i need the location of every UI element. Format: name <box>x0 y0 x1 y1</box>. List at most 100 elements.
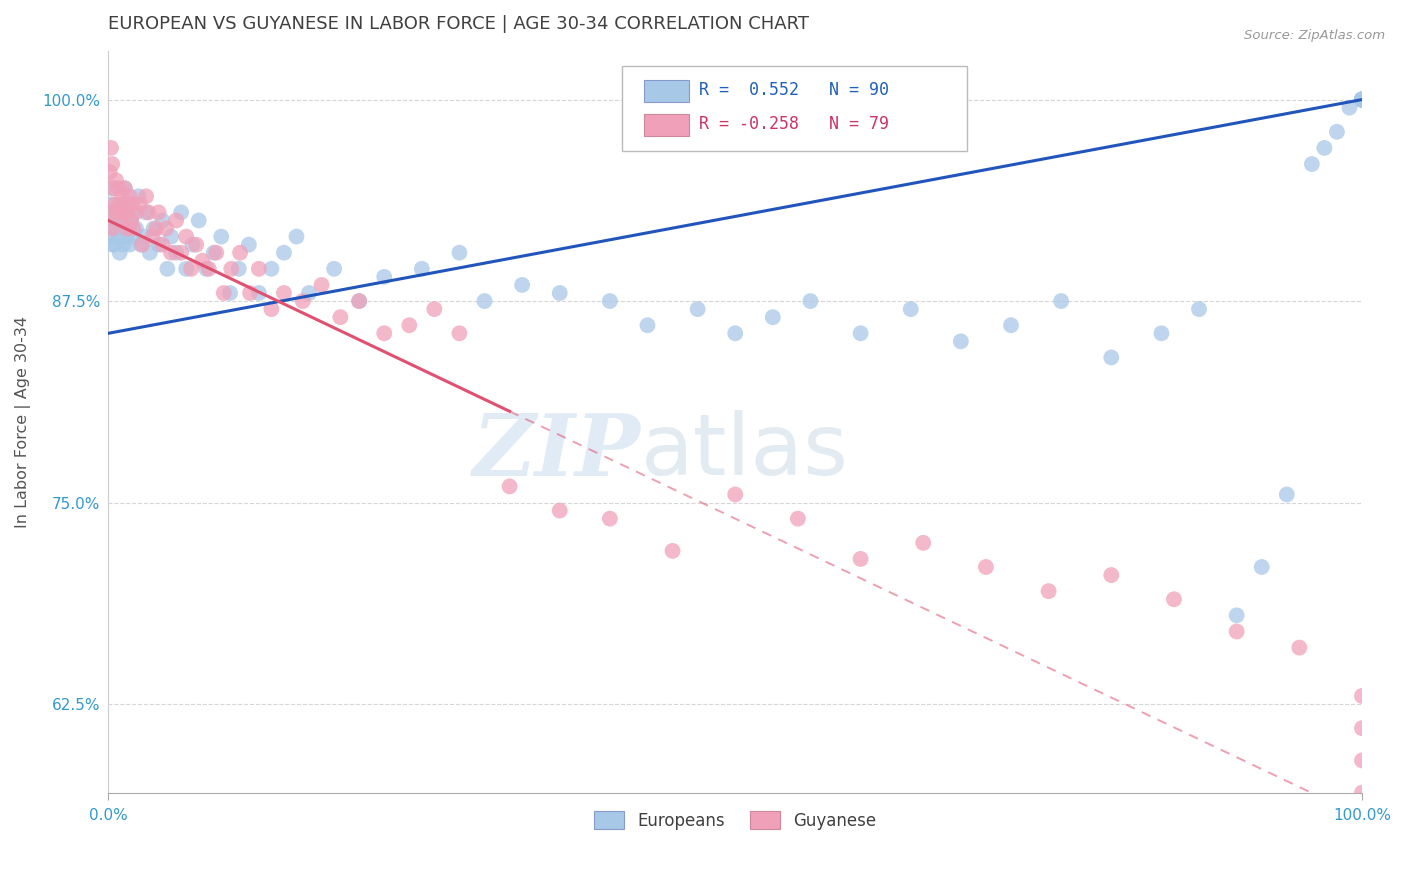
Point <box>1351 93 1374 107</box>
Point <box>849 552 872 566</box>
Point <box>247 285 270 300</box>
FancyBboxPatch shape <box>623 66 967 152</box>
Point <box>786 511 808 525</box>
Point <box>548 503 571 517</box>
Point <box>103 181 125 195</box>
Point <box>187 213 209 227</box>
Point <box>238 237 260 252</box>
Point <box>139 245 162 260</box>
Point <box>219 285 242 300</box>
Point <box>1150 326 1173 341</box>
Point <box>1351 93 1374 107</box>
Point <box>1351 753 1374 767</box>
Point <box>398 318 420 333</box>
Point <box>125 221 148 235</box>
Point <box>373 326 395 341</box>
Point <box>1351 93 1374 107</box>
Point <box>599 294 621 309</box>
Point <box>1351 93 1374 107</box>
Point <box>181 237 204 252</box>
Point <box>132 229 155 244</box>
Point <box>160 229 183 244</box>
Point <box>155 221 177 235</box>
Point <box>117 221 139 235</box>
Point <box>111 197 134 211</box>
Point <box>104 213 127 227</box>
Point <box>1351 93 1374 107</box>
Point <box>229 245 252 260</box>
Point <box>1351 93 1374 107</box>
Point <box>474 294 496 309</box>
Point <box>1301 157 1323 171</box>
Point <box>112 205 135 219</box>
Point <box>510 277 533 292</box>
Point <box>121 229 143 244</box>
Point <box>131 237 153 252</box>
Point <box>101 221 124 235</box>
Point <box>273 245 295 260</box>
Point <box>118 237 141 252</box>
Point <box>104 197 127 211</box>
FancyBboxPatch shape <box>644 114 689 136</box>
Point <box>912 536 935 550</box>
Point <box>411 261 433 276</box>
Point <box>329 310 352 325</box>
Point <box>202 245 225 260</box>
Point <box>1351 93 1374 107</box>
Point <box>1351 818 1374 832</box>
Point <box>205 245 228 260</box>
Point <box>186 237 208 252</box>
Point <box>98 229 121 244</box>
Point <box>724 487 747 501</box>
Point <box>373 269 395 284</box>
Point <box>103 221 125 235</box>
Point <box>150 213 173 227</box>
Point <box>170 205 193 219</box>
Point <box>949 334 972 349</box>
Point <box>1226 608 1249 623</box>
Point <box>599 511 621 525</box>
Y-axis label: In Labor Force | Age 30-34: In Labor Force | Age 30-34 <box>15 316 31 528</box>
Point <box>1326 125 1348 139</box>
Text: Source: ZipAtlas.com: Source: ZipAtlas.com <box>1244 29 1385 42</box>
Point <box>191 253 214 268</box>
Point <box>148 205 170 219</box>
Point <box>209 229 232 244</box>
Point <box>1038 584 1060 599</box>
Point <box>1351 93 1374 107</box>
Point <box>142 221 165 235</box>
Point <box>1188 302 1211 317</box>
Point <box>1351 93 1374 107</box>
Point <box>180 261 202 276</box>
Point <box>347 294 370 309</box>
Point <box>100 205 122 219</box>
Point <box>107 229 129 244</box>
Point <box>122 221 145 235</box>
Text: R = -0.258   N = 79: R = -0.258 N = 79 <box>699 115 889 133</box>
Point <box>105 205 128 219</box>
Point <box>285 229 308 244</box>
Point <box>120 213 142 227</box>
Point <box>1226 624 1249 639</box>
Point <box>104 205 127 219</box>
Point <box>323 261 346 276</box>
Point <box>247 261 270 276</box>
Point <box>114 181 136 195</box>
Text: EUROPEAN VS GUYANESE IN LABOR FORCE | AGE 30-34 CORRELATION CHART: EUROPEAN VS GUYANESE IN LABOR FORCE | AG… <box>108 15 810 33</box>
Point <box>1275 487 1298 501</box>
Point <box>1288 640 1310 655</box>
Point <box>311 277 333 292</box>
Point <box>1351 882 1374 892</box>
Text: ZIP: ZIP <box>474 409 641 493</box>
Point <box>1351 850 1374 864</box>
Point <box>112 237 135 252</box>
Point <box>1351 93 1374 107</box>
Point <box>165 213 187 227</box>
Point <box>1351 786 1374 800</box>
Point <box>150 237 173 252</box>
Point <box>423 302 446 317</box>
Point <box>762 310 785 325</box>
Point <box>120 213 142 227</box>
Text: atlas: atlas <box>641 410 849 493</box>
Point <box>1351 689 1374 703</box>
